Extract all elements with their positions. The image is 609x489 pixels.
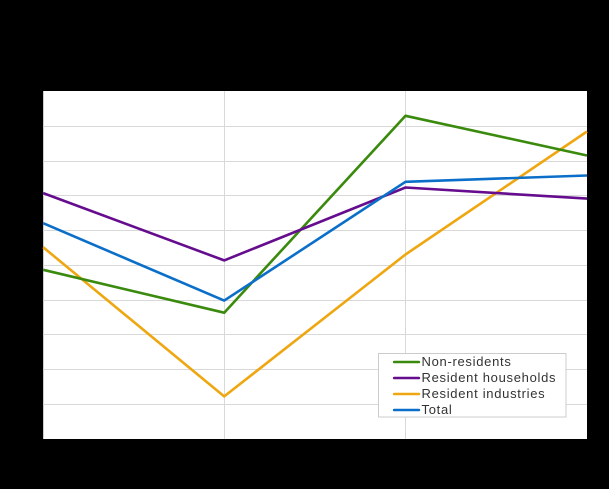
svg-text:Total: Total [422,402,453,417]
svg-text:Non-residents: Non-residents [422,354,512,369]
svg-text:Resident industries: Resident industries [422,386,546,401]
svg-text:Resident households: Resident households [422,370,557,385]
